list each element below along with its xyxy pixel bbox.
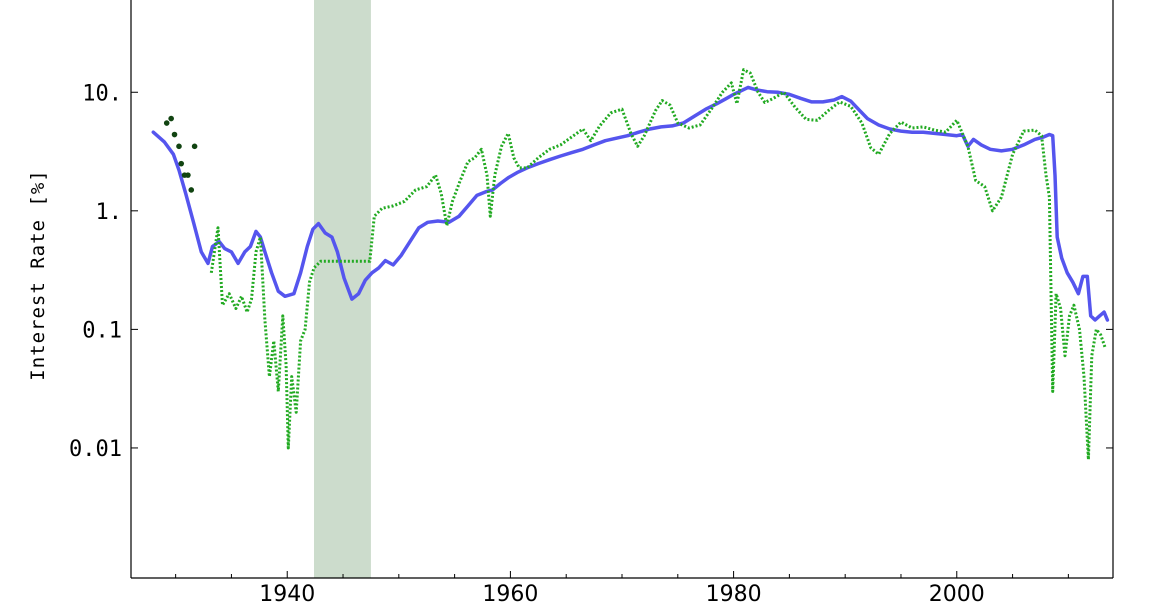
y-tick-label-0: 10. <box>82 81 122 106</box>
y-tick-label-3: 0.01 <box>69 437 122 462</box>
series-2-point-8 <box>191 143 198 150</box>
series-2-point-7 <box>188 187 195 193</box>
y-tick-label-2: 0.1 <box>82 318 122 343</box>
series-2-point-2 <box>171 131 178 138</box>
series-2-point-6 <box>185 172 191 178</box>
series-2-point-3 <box>176 143 182 150</box>
x-tick-label-0: 1940 <box>259 582 315 605</box>
series-1-line <box>209 68 1107 461</box>
series-2-point-1 <box>168 115 174 122</box>
series-2-point-0 <box>163 120 170 126</box>
y-tick-label-1: 1. <box>96 200 123 225</box>
x-tick-label-3: 2000 <box>929 582 985 605</box>
series-layer <box>151 68 1110 461</box>
ticks-layer: 1940 1960 1980 2000 10. 1. 0.1 0.01 <box>69 81 1113 605</box>
y-axis-title: Interest Rate [%] <box>27 169 49 380</box>
x-tick-label-2: 1980 <box>706 582 762 605</box>
x-tick-label-1: 1960 <box>482 582 538 605</box>
series-0-line <box>151 85 1110 322</box>
series-2-point-4 <box>178 160 185 167</box>
